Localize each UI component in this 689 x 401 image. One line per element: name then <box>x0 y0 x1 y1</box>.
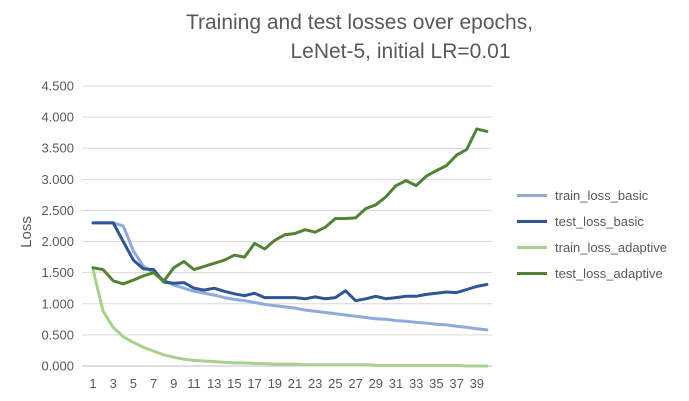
legend-label: test_loss_basic <box>555 213 644 229</box>
x-tick-label: 19 <box>268 376 282 391</box>
legend-swatch <box>517 271 547 275</box>
y-tick-label: 4.000 <box>41 110 74 125</box>
x-tick-label: 37 <box>449 376 463 391</box>
x-tick-label: 15 <box>227 376 241 391</box>
x-tick-label: 13 <box>207 376 221 391</box>
y-axis-ticks: 0.000 0.500 1.000 1.500 2.000 2.500 3.000 3.500… <box>41 79 74 374</box>
y-tick-label: 1.000 <box>41 296 74 311</box>
x-axis-ticks: 1 3 5 7 9 11 13 15 17 19 21 23 25 27 29 31 33 35 37 39 <box>89 376 484 391</box>
legend-label: test_loss_adaptive <box>555 265 663 281</box>
y-tick-label: 0.000 <box>41 359 74 374</box>
legend-swatch <box>517 219 547 223</box>
x-tick-label: 7 <box>150 376 157 391</box>
x-tick-label: 35 <box>429 376 443 391</box>
y-tick-label: 2.500 <box>41 203 74 218</box>
y-tick-label: 2.000 <box>41 234 74 249</box>
x-tick-label: 21 <box>288 376 302 391</box>
x-tick-label: 23 <box>308 376 322 391</box>
legend-label: train_loss_adaptive <box>555 239 668 255</box>
y-axis-label: Loss <box>18 216 35 248</box>
x-tick-label: 29 <box>369 376 383 391</box>
x-tick-label: 9 <box>170 376 177 391</box>
x-tick-label: 33 <box>409 376 423 391</box>
y-tick-label: 4.500 <box>41 79 74 94</box>
x-tick-label: 27 <box>348 376 362 391</box>
y-tick-label: 1.500 <box>41 265 74 280</box>
series-line-test-loss-adaptive <box>91 127 489 286</box>
chart-title-line-2: LeNet-5, initial LR=0.01 <box>290 40 511 63</box>
x-tick-label: 39 <box>470 376 484 391</box>
x-tick-label: 5 <box>130 376 137 391</box>
x-tick-label: 31 <box>389 376 403 391</box>
legend-item-train-loss-adaptive: train_loss_adaptive <box>517 234 687 260</box>
chart-title-line-1: Training and test losses over epochs, <box>185 11 534 34</box>
chart-title: Training and test losses over epochs, Le… <box>0 8 689 66</box>
y-tick-label: 3.500 <box>41 141 74 156</box>
series-line-train-loss-basic <box>91 221 489 332</box>
legend-item-test-loss-adaptive: test_loss_adaptive <box>517 260 687 286</box>
x-tick-label: 25 <box>328 376 342 391</box>
y-tick-label: 3.000 <box>41 172 74 187</box>
x-tick-label: 11 <box>187 376 201 391</box>
x-tick-label: 1 <box>89 376 96 391</box>
y-tick-label: 0.500 <box>41 327 74 342</box>
x-tick-label: 17 <box>247 376 261 391</box>
legend-swatch <box>517 193 547 197</box>
series-line-train-loss-adaptive <box>91 268 489 368</box>
legend-item-train-loss-basic: train_loss_basic <box>517 182 687 208</box>
legend-label: train_loss_basic <box>555 187 649 203</box>
legend-item-test-loss-basic: test_loss_basic <box>517 208 687 234</box>
x-tick-label: 3 <box>110 376 117 391</box>
series-lines <box>91 127 489 368</box>
legend-swatch <box>517 245 547 249</box>
legend: train_loss_basic test_loss_basic train_los… <box>517 182 687 286</box>
